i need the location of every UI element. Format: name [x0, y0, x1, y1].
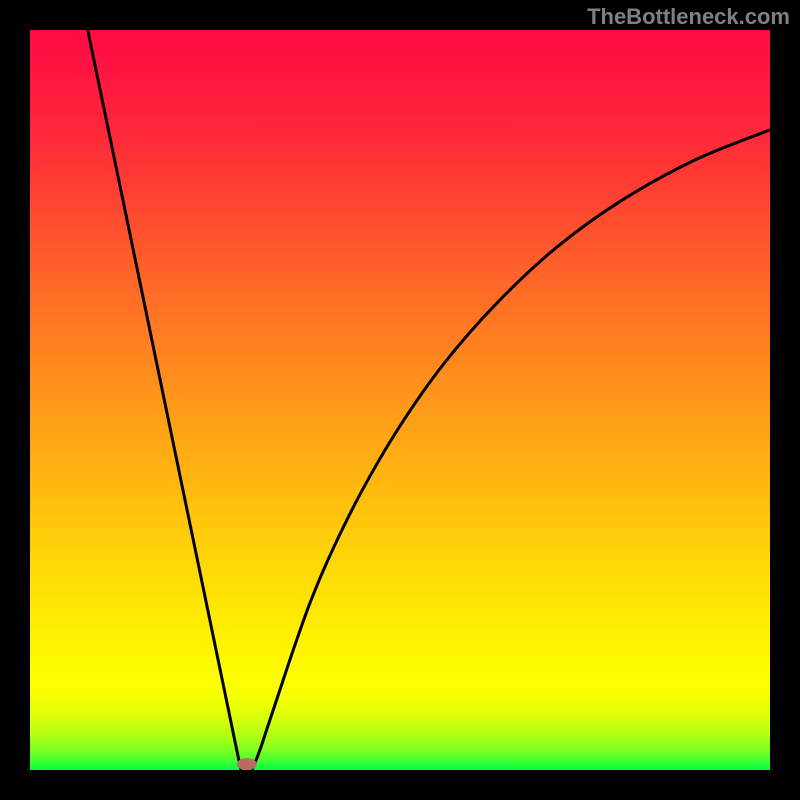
plot-background — [30, 30, 770, 770]
chart-container: TheBottleneck.com — [0, 0, 800, 800]
bottleneck-chart — [0, 0, 800, 800]
minimum-marker — [237, 758, 257, 770]
watermark-text: TheBottleneck.com — [587, 4, 790, 30]
